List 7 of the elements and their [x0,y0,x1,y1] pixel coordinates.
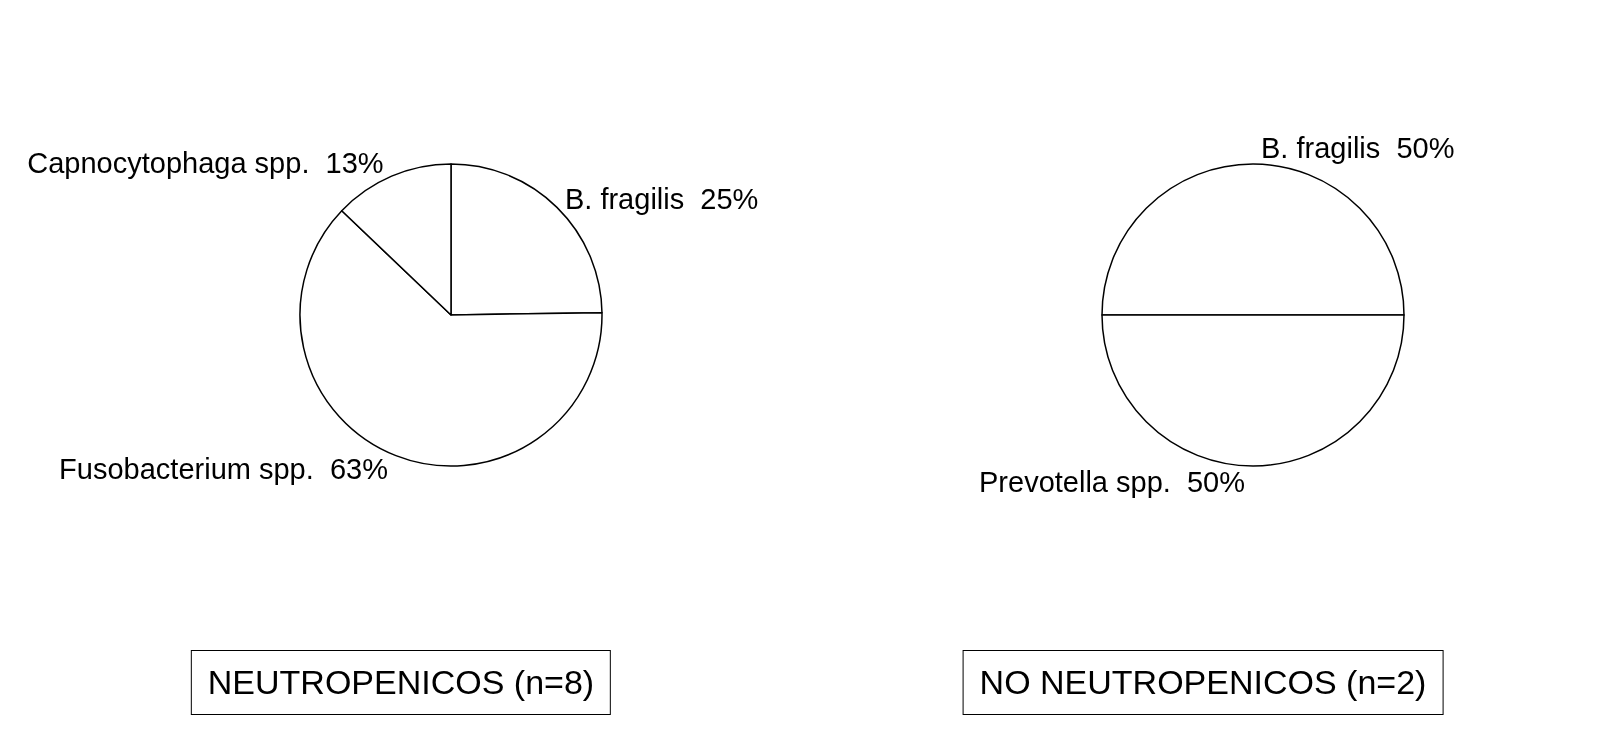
slice-label: Fusobacterium spp. 63% [59,453,388,486]
text: NEUTROPENICOS (n=8) [190,650,612,715]
text: NO NEUTROPENICOS (n=2) [962,650,1444,715]
slice-label: Capnocytophaga spp. 13% [27,146,384,179]
slice-label: B. fragilis 25% [564,183,759,216]
slice-label: B. fragilis 50% [1261,132,1455,164]
slice-label: Prevotella spp. 50% [979,466,1245,498]
